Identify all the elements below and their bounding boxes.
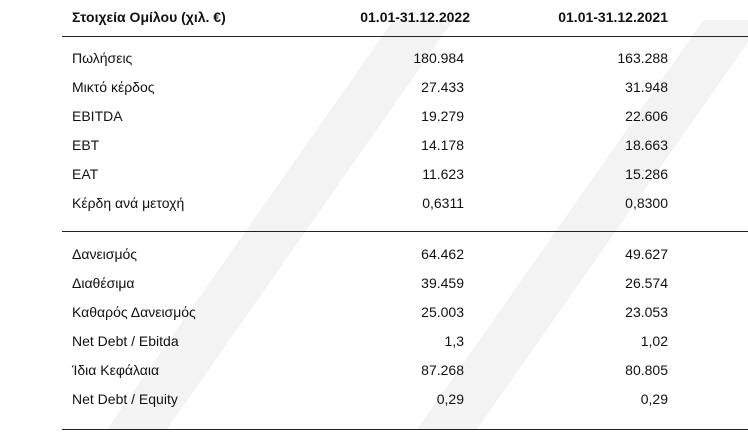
row-value: 80.805 — [625, 362, 668, 378]
bottom-rule — [62, 429, 748, 430]
row-value: 0,29 — [640, 391, 668, 407]
row-value: 18.663 — [625, 137, 668, 153]
row-value: 31.948 — [625, 79, 668, 95]
row-label: Ίδια Κεφάλαια — [72, 362, 160, 378]
row-value: 0,29 — [436, 391, 464, 407]
row-value: 1,3 — [444, 333, 464, 349]
row-label: Καθαρός Δανεισμός — [72, 304, 196, 320]
row-value: 11.623 — [422, 166, 464, 182]
row-value: 22.606 — [625, 108, 668, 124]
row-label: Δανεισμός — [72, 246, 138, 262]
row-value: 14.178 — [421, 137, 464, 153]
row-value: 23.053 — [625, 304, 668, 320]
row-value: 26.574 — [625, 275, 668, 291]
header-label: Στοιχεία Ομίλου (χιλ. €) — [72, 9, 226, 25]
row-label: Διαθέσιμα — [72, 275, 135, 291]
row-label: Μικτό κέρδος — [72, 79, 155, 95]
watermark — [416, 20, 748, 430]
row-label: EBT — [72, 137, 100, 153]
row-label: Πωλήσεις — [72, 50, 133, 66]
row-label: EAT — [72, 166, 99, 182]
header-col: 01.01-31.12.2022 — [360, 9, 470, 25]
header-col: 01.01-31.12.2021 — [558, 9, 668, 25]
row-value: 19.279 — [421, 108, 464, 124]
row-value: 25.003 — [421, 304, 464, 320]
header-rule — [62, 36, 748, 37]
row-value: 0,8300 — [625, 195, 668, 211]
row-value: 87.268 — [421, 362, 464, 378]
row-value: 163.288 — [617, 50, 668, 66]
row-value: 49.627 — [625, 246, 668, 262]
row-value: 39.459 — [421, 275, 464, 291]
row-label: Net Debt / Ebitda — [72, 333, 179, 349]
row-value: 0,6311 — [422, 195, 464, 211]
row-value: 15.286 — [625, 166, 668, 182]
row-label: Κέρδη ανά μετοχή — [72, 195, 185, 211]
row-value: 27.433 — [421, 79, 464, 95]
section-rule — [62, 231, 748, 232]
row-value: 180.984 — [413, 50, 464, 66]
row-label: Net Debt / Equity — [72, 391, 178, 407]
row-value: 64.462 — [421, 246, 464, 262]
row-value: 1,02 — [640, 333, 668, 349]
row-label: EBITDA — [72, 108, 123, 124]
